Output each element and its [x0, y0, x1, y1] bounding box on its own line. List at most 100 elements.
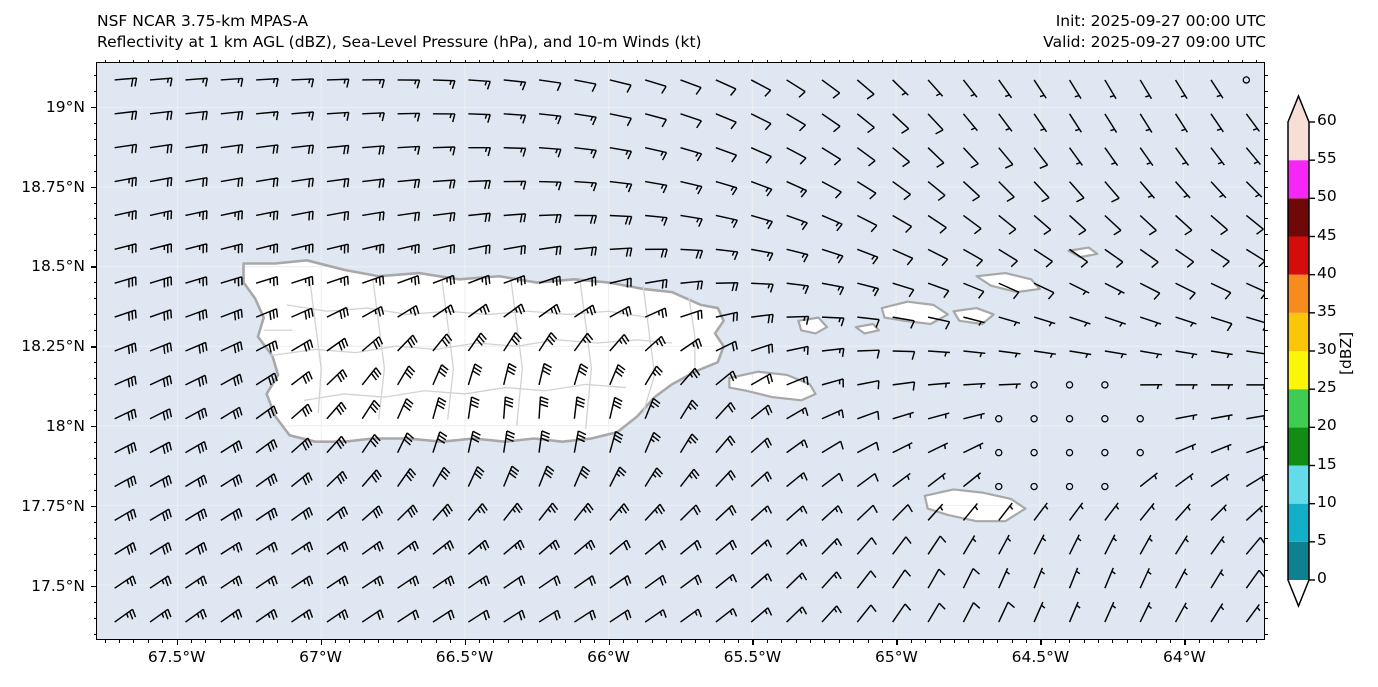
barb-half: [444, 308, 448, 314]
wind-barb: [786, 282, 810, 295]
wind-barb: [362, 178, 385, 188]
barb-full: [694, 576, 700, 586]
axis-tick: [507, 640, 509, 643]
barb-full: [205, 111, 208, 120]
axis-tick: [147, 640, 149, 643]
barb-staff: [220, 308, 242, 318]
barb-full: [906, 257, 914, 266]
barb-full: [836, 223, 843, 232]
barb-full: [943, 290, 950, 299]
wind-barb: [220, 341, 243, 354]
barb-full: [484, 276, 488, 286]
wind-barb: [644, 397, 661, 420]
wind-barb: [1069, 282, 1090, 296]
barb-full: [447, 503, 453, 512]
barb-full: [378, 505, 384, 514]
barb-full: [513, 335, 520, 343]
wind-barb: [1175, 443, 1197, 454]
barb-staff: [185, 575, 205, 589]
axis-tick: [709, 640, 711, 643]
barb-full: [767, 539, 773, 548]
barb-full: [201, 111, 205, 121]
wind-barb: [786, 439, 809, 454]
barb-staff: [467, 575, 487, 589]
barb-staff: [892, 381, 915, 386]
barb-full: [1007, 601, 1015, 609]
barb-staff: [432, 609, 452, 623]
barb-staff: [856, 472, 876, 488]
barb-full: [237, 178, 240, 187]
wind-barb: [609, 247, 633, 257]
wind-barb: [539, 180, 562, 191]
calm-wind-circle: [1065, 448, 1074, 457]
barb-full: [338, 438, 345, 447]
barb-full: [504, 403, 514, 408]
wind-barb: [1245, 181, 1263, 198]
barb-staff: [291, 472, 309, 488]
barb-full: [134, 309, 137, 319]
wind-barb: [1210, 79, 1224, 99]
barb-half: [519, 81, 523, 87]
barb-staff: [326, 609, 346, 623]
barb-full: [165, 477, 169, 486]
wind-barb: [962, 535, 977, 555]
barb-full: [200, 409, 205, 419]
wind-barb: [679, 367, 701, 386]
wind-barb: [1033, 147, 1049, 169]
barb-staff: [397, 609, 417, 623]
barb-full: [1045, 260, 1053, 268]
wind-barb: [502, 430, 515, 453]
barb-full: [576, 437, 585, 443]
barb-full: [520, 303, 526, 313]
barb-staff: [998, 248, 1018, 262]
barb-staff: [821, 147, 842, 160]
barb-full: [542, 366, 552, 372]
axis-tick: [565, 59, 567, 62]
barb-full: [166, 344, 169, 353]
barb-full: [555, 277, 558, 286]
barb-staff: [998, 181, 1015, 198]
barb-staff: [255, 308, 277, 318]
wind-barb: [467, 609, 491, 623]
barb-full: [945, 321, 951, 330]
barb-full: [485, 304, 490, 313]
wind-barb: [1139, 79, 1153, 100]
barb-full: [197, 512, 202, 522]
barb-full: [406, 398, 414, 405]
axis-tick: [93, 410, 96, 412]
barb-half: [1039, 94, 1045, 98]
barb-full: [653, 431, 661, 439]
barb-staff: [220, 608, 240, 623]
calm-wind-circle: [995, 415, 1003, 423]
barb-half: [833, 608, 838, 613]
barb-staff: [1033, 350, 1056, 355]
wind-barb: [680, 113, 702, 129]
wind-barb: [255, 340, 279, 353]
wind-barb: [1104, 350, 1127, 359]
wind-barb: [185, 243, 208, 254]
wind-barb: [220, 508, 243, 522]
barb-staff: [927, 602, 940, 623]
barb-half: [1154, 322, 1159, 327]
barb-full: [340, 435, 347, 444]
wind-barb: [185, 176, 208, 187]
barb-half: [654, 509, 659, 514]
barb-staff: [1246, 316, 1264, 324]
barb-full: [407, 339, 413, 348]
wind-barb: [538, 362, 552, 386]
wind-barb: [149, 441, 173, 455]
barb-half: [660, 184, 664, 189]
barb-full: [238, 575, 243, 585]
barb-full: [199, 611, 204, 620]
barb-full: [301, 442, 307, 451]
barb-full: [408, 365, 416, 373]
wind-barb: [1210, 569, 1225, 589]
barb-full: [1039, 164, 1048, 169]
axis-tick: [781, 640, 783, 643]
barb-staff: [892, 282, 914, 291]
barb-full: [470, 403, 479, 409]
barb-full: [767, 573, 773, 582]
barb-full: [621, 506, 628, 514]
wind-barb: [1033, 350, 1056, 358]
barb-staff: [1210, 113, 1224, 133]
